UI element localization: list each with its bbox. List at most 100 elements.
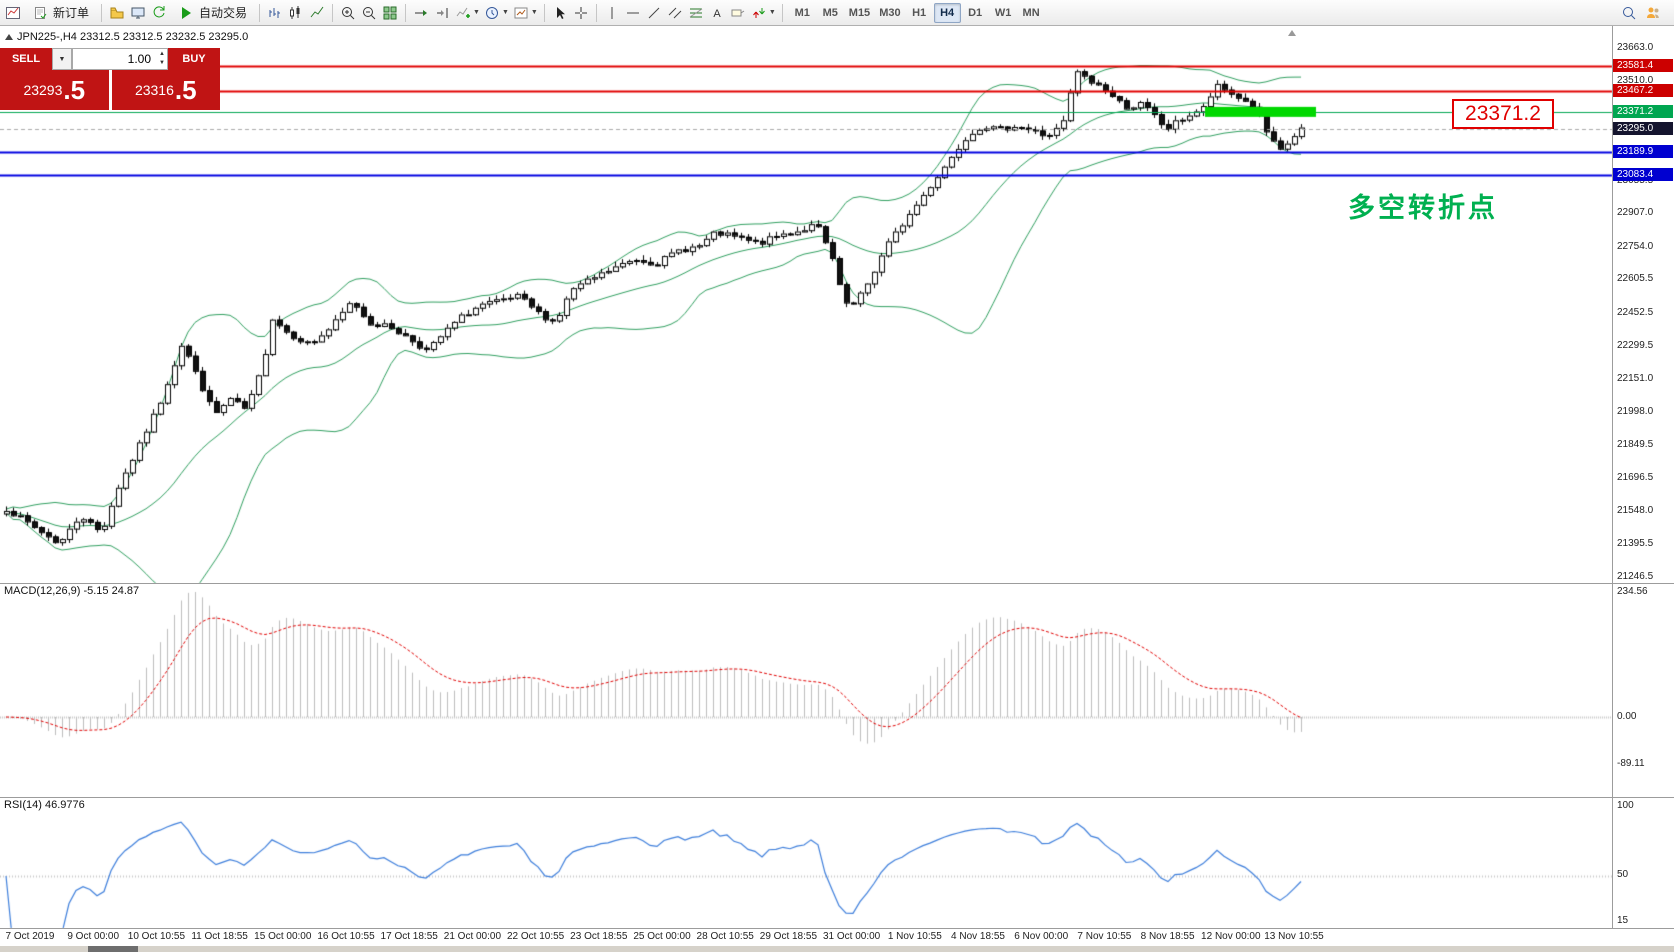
chevron-down-icon[interactable]: ▼ — [530, 9, 538, 16]
price-axis-label: 22299.5 — [1617, 340, 1654, 352]
time-axis-label: 22 Oct 10:55 — [506, 931, 565, 942]
horizontal-scrollbar[interactable] — [0, 946, 1674, 952]
time-axis-label: 11 Oct 18:55 — [191, 931, 248, 942]
cursor-icon[interactable] — [551, 4, 569, 22]
time-axis-label: 21 Oct 00:00 — [443, 931, 502, 942]
turning-point-annotation[interactable]: 多空转折点 — [1348, 193, 1498, 223]
chevron-down-icon[interactable]: ▼ — [473, 9, 480, 16]
crosshair-icon[interactable] — [572, 4, 590, 22]
timeframe-h4[interactable]: H4 — [933, 2, 961, 23]
text-icon[interactable]: A — [708, 4, 726, 22]
buy-price[interactable]: 23316 .5 — [111, 70, 220, 110]
chart-window-icon[interactable] — [4, 4, 22, 22]
price-axis-label: 23510.0 — [1617, 75, 1654, 87]
zoom-out-icon[interactable] — [360, 4, 378, 22]
spin-down-icon: ▼ — [159, 60, 165, 66]
price-annotation-box[interactable]: 23371.2 — [1452, 99, 1554, 129]
arrows-icon[interactable] — [750, 4, 768, 22]
rsi-scale-15: 15 — [1617, 915, 1629, 926]
zoom-in-icon[interactable] — [339, 4, 357, 22]
price-tag: 23295.0 — [1613, 122, 1673, 136]
time-axis: 7 Oct 2019 9 Oct 00:00 10 Oct 10:55 11 Oct … — [0, 931, 1674, 945]
autotrade-label: 自动交易 — [199, 6, 248, 20]
community-icon[interactable] — [1644, 4, 1662, 22]
timeframe-h1[interactable]: H1 — [912, 6, 927, 19]
toolbar-separator — [595, 3, 597, 22]
price-tag: 23189.9 — [1613, 145, 1673, 159]
rsi-scale-50: 50 — [1617, 869, 1629, 880]
timeframe-w1[interactable]: W1 — [994, 6, 1012, 19]
toolbar-separator — [781, 3, 783, 22]
fibonacci-icon[interactable] — [687, 4, 705, 22]
auto-scroll-icon[interactable] — [412, 4, 430, 22]
sell-price[interactable]: 23293 .5 — [0, 70, 109, 110]
timeframe-m15[interactable]: M15 — [848, 6, 871, 19]
chart-shift-marker[interactable] — [1288, 30, 1296, 36]
horizontal-line-icon[interactable] — [624, 4, 642, 22]
toolbar-separator — [543, 3, 545, 22]
spin-up-icon: ▲ — [159, 51, 165, 57]
one-click-panel-toggle[interactable] — [5, 34, 13, 40]
time-axis-label: 25 Oct 00:00 — [633, 931, 691, 942]
chevron-down-icon[interactable]: ▼ — [768, 9, 776, 16]
macd-panel-separator[interactable] — [0, 583, 1674, 584]
price-axis-line — [1612, 26, 1613, 928]
buy-price-pips: .5 — [174, 75, 197, 105]
volume-spinner[interactable]: ▲ ▼ — [159, 50, 165, 68]
autotrade-play-icon — [177, 4, 195, 22]
sell-button[interactable]: SELL — [0, 48, 52, 70]
price-axis-label: 22151.0 — [1617, 372, 1654, 384]
timeframe-mn[interactable]: MN — [1022, 6, 1040, 19]
new-order-button[interactable]: 新订单 — [25, 2, 95, 24]
trade-options-dropdown[interactable]: ▼ — [52, 48, 72, 70]
channel-icon[interactable] — [666, 4, 684, 22]
rsi-panel-separator[interactable] — [0, 797, 1674, 798]
vertical-line-icon[interactable] — [603, 4, 621, 22]
timeframe-m1[interactable]: M1 — [794, 6, 810, 19]
price-axis-label: 21696.5 — [1617, 472, 1654, 484]
scrollbar-thumb[interactable] — [88, 946, 138, 952]
indicators-icon[interactable] — [454, 4, 472, 22]
templates-icon[interactable] — [512, 4, 530, 22]
chevron-down-icon[interactable]: ▼ — [501, 9, 509, 16]
price-axis-label: 21395.5 — [1617, 538, 1654, 550]
sell-price-pips: .5 — [63, 75, 86, 105]
macd-scale-min: -89.11 — [1617, 758, 1645, 769]
time-axis-label: 9 Oct 00:00 — [67, 931, 120, 942]
new-order-label: 新订单 — [53, 6, 90, 20]
buy-button[interactable]: BUY — [168, 48, 220, 70]
time-axis-label: 8 Nov 18:55 — [1140, 931, 1195, 942]
time-axis-label: 28 Oct 10:55 — [696, 931, 754, 942]
periods-clock-icon[interactable] — [483, 4, 501, 22]
time-axis-label: 29 Oct 18:55 — [759, 931, 818, 942]
search-icon[interactable] — [1620, 4, 1638, 22]
rsi-label: RSI(14) 46.9776 — [4, 799, 85, 811]
price-axis-label: 22754.0 — [1617, 240, 1654, 252]
price-axis-label: 22452.5 — [1617, 306, 1654, 318]
label-icon[interactable] — [729, 4, 747, 22]
line-chart-icon[interactable] — [308, 4, 326, 22]
time-axis-label: 17 Oct 18:55 — [380, 931, 438, 942]
time-axis-label: 7 Nov 10:55 — [1077, 931, 1132, 942]
timeframe-d1[interactable]: D1 — [968, 6, 983, 19]
candles-chart-icon[interactable] — [287, 4, 305, 22]
macd-scale-zero: 0.00 — [1617, 711, 1637, 722]
buy-price-main: 23316 — [134, 82, 174, 98]
timeframe-m30[interactable]: M30 — [879, 6, 901, 19]
volume-value: 1.00 — [127, 52, 151, 66]
tile-windows-icon[interactable] — [381, 4, 399, 22]
autotrading-button[interactable]: 自动交易 — [171, 2, 253, 24]
volume-input[interactable]: 1.00 ▲ ▼ — [72, 48, 168, 70]
toolbar: 新订单 自动交易 ▼ ▼ ▼ A ▼ — [0, 0, 1674, 26]
time-axis-label: 10 Oct 10:55 — [127, 931, 186, 942]
profiles-icon[interactable] — [108, 4, 126, 22]
trendline-icon[interactable] — [645, 4, 663, 22]
time-axis-label: 7 Oct 2019 — [5, 931, 55, 942]
bars-chart-icon[interactable] — [266, 4, 284, 22]
market-watch-icon[interactable] — [150, 4, 168, 22]
terminal-icon[interactable] — [129, 4, 147, 22]
timeframe-m5[interactable]: M5 — [822, 6, 838, 19]
chart-shift-icon[interactable] — [433, 4, 451, 22]
